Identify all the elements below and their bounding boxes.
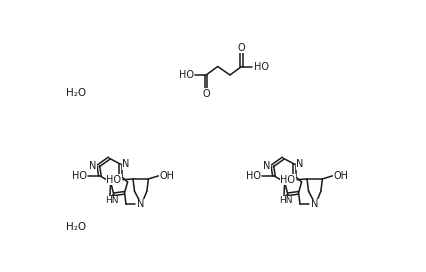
Text: N: N — [136, 199, 144, 209]
Text: OH: OH — [160, 171, 175, 181]
Text: H₂O: H₂O — [66, 222, 86, 233]
Text: HO: HO — [106, 175, 121, 185]
Text: HO: HO — [280, 175, 295, 185]
Text: OH: OH — [333, 171, 348, 181]
Text: HO: HO — [72, 171, 86, 181]
Text: N: N — [122, 159, 129, 169]
Text: HO: HO — [253, 61, 268, 72]
Text: N: N — [296, 159, 303, 169]
Text: O: O — [237, 43, 245, 53]
Text: H₂O: H₂O — [66, 88, 86, 98]
Text: O: O — [202, 89, 210, 99]
Text: HN: HN — [105, 196, 118, 205]
Text: HN: HN — [279, 196, 292, 205]
Text: N: N — [310, 199, 317, 209]
Text: N: N — [263, 161, 270, 171]
Text: N: N — [89, 161, 97, 171]
Text: HO: HO — [178, 70, 193, 80]
Text: HO: HO — [245, 171, 260, 181]
